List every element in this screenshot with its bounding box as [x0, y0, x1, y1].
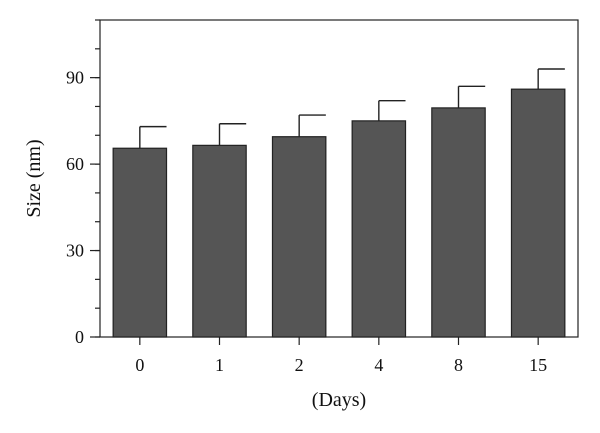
x-tick-label: 15: [529, 355, 547, 375]
x-axis-label: (Days): [312, 389, 366, 411]
y-tick-label: 30: [66, 241, 84, 261]
bar: [112, 147, 168, 338]
bar: [271, 136, 327, 338]
y-axis-label: Size (nm): [23, 139, 45, 217]
x-tick-label: 8: [454, 355, 463, 375]
bar: [192, 144, 247, 338]
bar: [431, 107, 486, 338]
x-tick-label: 4: [374, 355, 383, 375]
y-tick-label: 90: [66, 68, 84, 88]
plot-area: 0 30 60 90 0 1 2 4 8 15: [66, 19, 579, 375]
y-tick-label: 60: [66, 154, 84, 174]
x-tick-label: 1: [215, 355, 224, 375]
y-tick-label: 0: [75, 327, 84, 347]
x-tick-label: 2: [295, 355, 304, 375]
bar: [351, 120, 407, 338]
x-tick-label: 0: [135, 355, 144, 375]
bar: [510, 88, 566, 338]
plot-frame: [99, 19, 579, 338]
